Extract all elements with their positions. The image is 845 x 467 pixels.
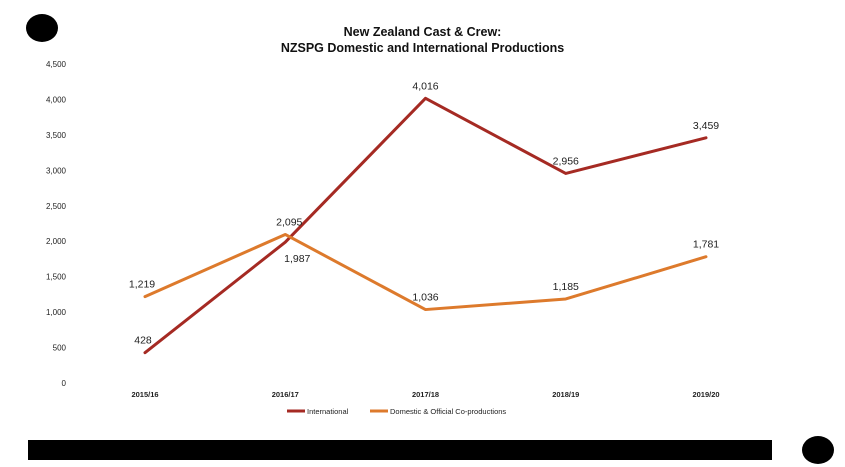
data-label: 428 (134, 335, 152, 347)
data-label: 1,987 (284, 253, 310, 265)
x-tick-label: 2015/16 (131, 390, 158, 399)
legend-label: International (307, 407, 349, 416)
chart-title-block: New Zealand Cast & Crew: NZSPG Domestic … (0, 24, 845, 56)
series-line-international (143, 96, 708, 355)
y-tick-label: 4,000 (46, 95, 67, 104)
y-tick-label: 2,500 (46, 202, 67, 211)
series-line-domestic (143, 232, 708, 312)
data-label: 1,036 (412, 292, 438, 304)
data-label: 2,956 (553, 155, 579, 167)
y-tick-label: 0 (62, 379, 67, 388)
data-label: 4,016 (412, 80, 438, 92)
legend-label: Domestic & Official Co-productions (390, 407, 506, 416)
x-tick-label: 2016/17 (272, 390, 299, 399)
decorative-dot-top-left (26, 14, 58, 42)
y-tick-label: 3,500 (46, 131, 67, 140)
data-label: 3,459 (693, 120, 719, 132)
data-label: 2,095 (276, 216, 302, 228)
decorative-bottom-bar (28, 440, 772, 460)
chart-title: New Zealand Cast & Crew: (343, 25, 502, 39)
y-tick-label: 500 (53, 344, 67, 353)
y-tick-label: 2,000 (46, 237, 67, 246)
x-tick-label: 2018/19 (552, 390, 579, 399)
y-tick-label: 1,000 (46, 308, 67, 317)
data-label: 1,781 (693, 239, 719, 251)
data-label: 1,219 (129, 279, 155, 291)
decorative-dot-bottom-right (802, 436, 834, 464)
y-tick-label: 1,500 (46, 273, 67, 282)
y-tick-label: 4,500 (46, 60, 67, 69)
chart-subtitle: NZSPG Domestic and International Product… (280, 41, 565, 55)
x-tick-label: 2017/18 (412, 390, 439, 399)
y-tick-label: 3,000 (46, 166, 67, 175)
data-label: 1,185 (553, 281, 579, 293)
x-tick-label: 2019/20 (692, 390, 719, 399)
